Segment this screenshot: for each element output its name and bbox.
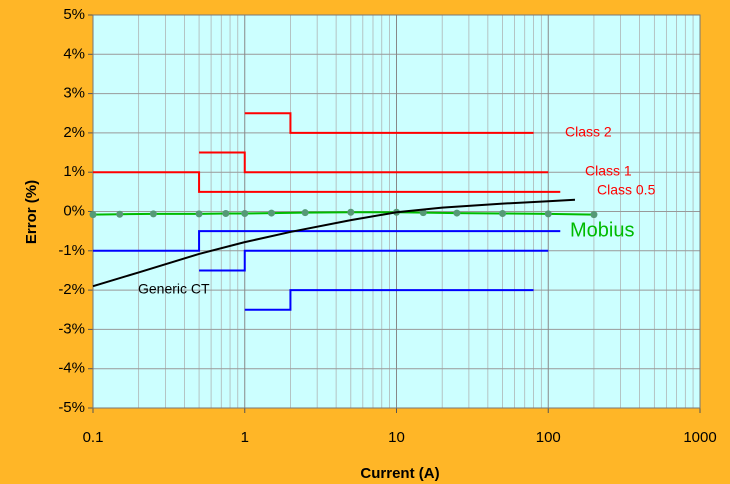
y-tick-label: 3% xyxy=(63,85,85,102)
point xyxy=(89,211,97,219)
series-line xyxy=(93,171,561,193)
y-tick-label: -1% xyxy=(58,242,85,259)
series-line xyxy=(199,151,549,174)
series-label: Generic CT xyxy=(138,281,210,297)
y-tick-label: -5% xyxy=(58,399,85,416)
point xyxy=(222,209,230,217)
series-line xyxy=(244,112,534,134)
point xyxy=(195,210,203,218)
x-tick-label: 10 xyxy=(388,429,405,446)
y-tick-label: -4% xyxy=(58,360,85,377)
point xyxy=(116,210,124,218)
point xyxy=(241,209,249,217)
y-tick-label: -3% xyxy=(58,320,85,337)
point xyxy=(149,210,157,218)
y-tick-label: 1% xyxy=(63,163,85,180)
y-tick-label: 5% xyxy=(63,6,85,23)
point xyxy=(347,208,355,216)
y-tick-label: 4% xyxy=(63,45,85,62)
series-label: Mobius xyxy=(570,219,634,241)
point xyxy=(267,209,275,217)
series-line xyxy=(92,198,576,288)
series-line xyxy=(244,289,534,311)
series-label: Class 1 xyxy=(585,163,632,179)
series-line xyxy=(199,249,549,272)
x-axis-label: Current (A) xyxy=(360,465,439,482)
point xyxy=(453,209,461,217)
x-tick-label: 100 xyxy=(536,429,561,446)
x-tick-label: 1 xyxy=(241,429,249,446)
y-tick-label: -2% xyxy=(58,281,85,298)
y-tick-label: 0% xyxy=(63,202,85,219)
x-tick-label: 1000 xyxy=(683,429,716,446)
point xyxy=(590,211,598,219)
point xyxy=(301,209,309,217)
series-label: Class 0.5 xyxy=(597,182,656,198)
point xyxy=(544,210,552,218)
point xyxy=(499,209,507,217)
y-axis-label: Error (%) xyxy=(23,180,40,244)
x-tick-label: 0.1 xyxy=(83,429,104,446)
point xyxy=(419,209,427,217)
y-tick-label: 2% xyxy=(63,124,85,141)
series-line xyxy=(93,230,561,252)
series-label: Class 2 xyxy=(565,124,612,140)
